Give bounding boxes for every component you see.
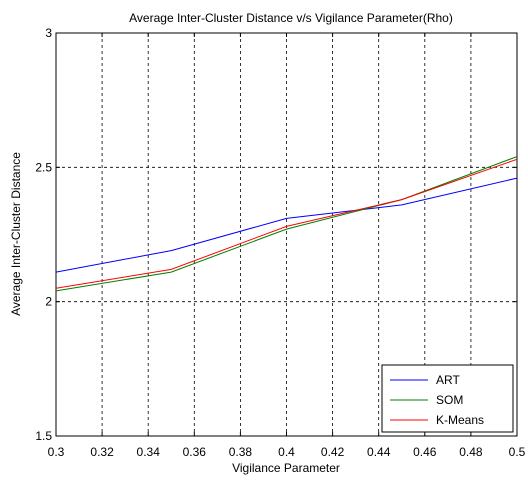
x-tick-label: 0.48 xyxy=(459,445,483,459)
legend: ART SOM K-Means xyxy=(381,364,514,433)
legend-label-k-means: K-Means xyxy=(436,413,484,427)
series-lines xyxy=(55,156,518,292)
x-tick-label: 0.42 xyxy=(321,445,345,459)
y-tick-label: 2 xyxy=(45,295,52,309)
series-line-art xyxy=(55,177,518,273)
series-line-k-means xyxy=(55,158,518,289)
y-axis-label: Average Inter-Cluster Distance xyxy=(9,152,23,316)
legend-label-art: ART xyxy=(436,373,460,387)
legend-label-som: SOM xyxy=(436,393,463,407)
x-tick-label: 0.38 xyxy=(229,445,253,459)
x-tick-label: 0.34 xyxy=(137,445,161,459)
x-tick-label: 0.46 xyxy=(413,445,437,459)
x-tick-label: 0.5 xyxy=(509,445,526,459)
x-tick-label: 0.32 xyxy=(90,445,114,459)
x-axis-label: Vigilance Parameter xyxy=(232,461,340,475)
x-tick-label: 0.4 xyxy=(278,445,295,459)
grid xyxy=(56,33,517,436)
axis-ticks: 0.3 0.32 0.34 0.36 0.38 0.4 0.42 0.44 0.46 0.48 0.… xyxy=(35,26,525,459)
y-tick-label: 2.5 xyxy=(35,160,52,174)
x-tick-label: 0.36 xyxy=(183,445,207,459)
x-tick-label: 0.44 xyxy=(367,445,391,459)
series-line-som xyxy=(55,156,518,292)
x-tick-label: 0.3 xyxy=(48,445,65,459)
y-tick-label: 3 xyxy=(45,26,52,40)
legend-box xyxy=(381,364,514,433)
chart-title: Average Inter-Cluster Distance v/s Vigil… xyxy=(129,11,453,25)
y-tick-label: 1.5 xyxy=(35,429,52,443)
